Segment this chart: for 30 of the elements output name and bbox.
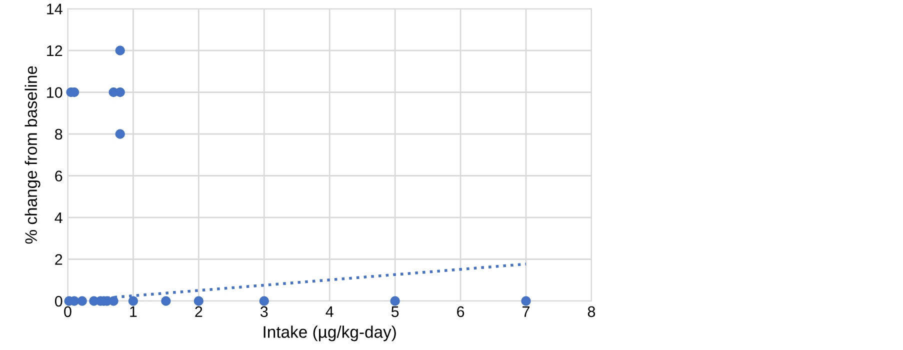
x-tick-label: 2	[195, 306, 202, 317]
x-tick-label: 7	[522, 306, 530, 317]
x-axis-title: Intake (µg/kg-day)	[264, 326, 396, 342]
point	[115, 129, 125, 139]
y-tick-label: 10	[47, 87, 62, 98]
point	[115, 87, 125, 98]
x-tick-label: 6	[457, 306, 464, 318]
y-tick-label: 4	[54, 212, 62, 224]
point	[108, 296, 118, 306]
x-tick-label: 4	[326, 306, 334, 317]
point	[259, 296, 269, 306]
y-tick-label: 2	[55, 254, 62, 265]
x-tick-label: 0	[64, 306, 72, 318]
y-axis-title: % change from baseline	[24, 66, 40, 244]
y-tick-label: 0	[54, 296, 62, 307]
x-tick-label: 5	[391, 306, 399, 318]
point	[521, 296, 531, 306]
point	[115, 46, 125, 56]
y-tick-label: 8	[55, 128, 62, 140]
x-tick-label: 3	[260, 306, 268, 318]
x-tick-label: 8	[588, 306, 596, 318]
point	[390, 296, 400, 306]
point	[161, 296, 171, 306]
x-tick-label: 1	[130, 306, 137, 317]
point	[77, 296, 87, 306]
y-tick-label: 6	[55, 170, 62, 182]
point	[128, 296, 138, 306]
y-tick-label: 12	[47, 45, 62, 56]
y-tick-label: 14	[47, 4, 62, 14]
point	[194, 296, 204, 306]
